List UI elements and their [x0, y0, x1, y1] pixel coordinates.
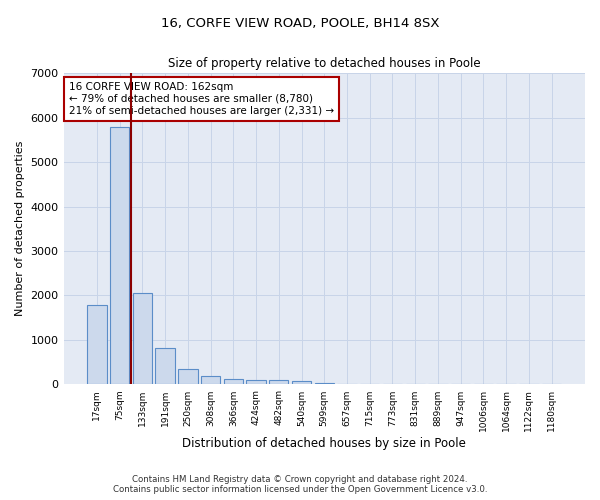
Text: Contains public sector information licensed under the Open Government Licence v3: Contains public sector information licen… [113, 485, 487, 494]
Y-axis label: Number of detached properties: Number of detached properties [15, 141, 25, 316]
Bar [178, 370, 197, 384]
Text: 16, CORFE VIEW ROAD, POOLE, BH14 8SX: 16, CORFE VIEW ROAD, POOLE, BH14 8SX [161, 18, 439, 30]
Bar [269, 380, 289, 384]
Text: Contains HM Land Registry data © Crown copyright and database right 2024.: Contains HM Land Registry data © Crown c… [132, 475, 468, 484]
Bar [314, 382, 334, 384]
X-axis label: Distribution of detached houses by size in Poole: Distribution of detached houses by size … [182, 437, 466, 450]
Bar [133, 293, 152, 384]
Bar [110, 128, 130, 384]
Bar [247, 380, 266, 384]
Bar [292, 382, 311, 384]
Bar [87, 306, 107, 384]
Text: 16 CORFE VIEW ROAD: 162sqm
← 79% of detached houses are smaller (8,780)
21% of s: 16 CORFE VIEW ROAD: 162sqm ← 79% of deta… [69, 82, 334, 116]
Bar [224, 378, 243, 384]
Bar [201, 376, 220, 384]
Bar [155, 348, 175, 385]
Title: Size of property relative to detached houses in Poole: Size of property relative to detached ho… [168, 58, 481, 70]
